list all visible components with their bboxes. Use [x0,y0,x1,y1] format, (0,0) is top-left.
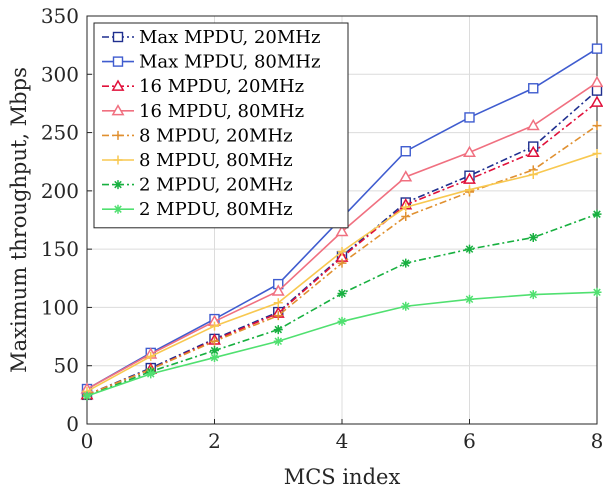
data-point [528,232,538,242]
data-point [591,43,603,54]
legend-marker [112,56,124,67]
data-point [526,145,540,158]
series [82,209,602,401]
data-point [210,346,219,356]
data-point [146,369,156,379]
data-point [591,85,603,96]
y-tick-label: 250 [41,121,79,145]
legend-item: 16 MPDU, 80MHz [102,101,304,122]
legend-label: 2 MPDU, 20MHz [139,175,293,196]
legend-marker [113,130,123,140]
y-tick-label: 150 [41,237,79,261]
data-point [401,202,411,212]
data-point [337,246,347,256]
data-point [146,351,156,361]
legend-item: 8 MPDU, 80MHz [102,150,293,171]
x-tick-label: 4 [336,429,349,453]
legend-item: Max MPDU, 20MHz [102,27,321,48]
data-point [465,185,474,195]
data-point [400,146,411,157]
x-axis-label: MCS index [284,465,401,489]
legend-label: 16 MPDU, 20MHz [139,76,304,97]
legend-item: Max MPDU, 80MHz [102,52,321,73]
series [82,149,602,396]
data-point [337,316,347,326]
legend-label: Max MPDU, 80MHz [139,52,321,73]
data-point [401,212,411,222]
legend-item: 16 MPDU, 20MHz [102,76,304,97]
series-lines [80,43,603,401]
legend-label: 8 MPDU, 80MHz [139,150,293,171]
data-point [273,336,283,346]
data-point [592,287,602,297]
legend-marker [113,180,123,190]
series-line [86,90,598,396]
legend-item: 2 MPDU, 20MHz [102,175,293,196]
series [82,287,602,401]
y-tick-label: 50 [54,354,79,378]
data-point [82,391,92,401]
data-point [273,311,283,321]
data-point [210,336,219,346]
legend-box [93,22,349,229]
data-point [210,321,219,331]
y-tick-label: 350 [41,4,79,28]
legend-item: 2 MPDU, 80MHz [102,199,293,220]
data-point [592,121,602,131]
x-tick-label: 0 [81,429,94,453]
data-point [590,95,603,107]
x-tick-label: 2 [208,429,221,453]
y-axis-label: Maximum throughput, Mbps [7,67,31,373]
data-point [463,172,476,184]
data-point [271,284,285,296]
data-point [401,301,411,311]
legend-marker [111,104,125,116]
data-point [592,209,602,219]
axis-ticks: 0 2 4 6 8 0 50 100 150 200 250 300 350 [41,4,603,453]
data-point [592,149,602,159]
data-point [590,75,603,88]
data-point [210,353,219,363]
data-point [465,294,474,304]
legend-marker [111,79,125,91]
data-point [465,244,474,254]
x-tick-label: 8 [591,429,603,453]
data-point [401,258,411,268]
data-point [528,83,539,94]
legend: Max MPDU, 20MHz Max MPDU, 80MHz 16 MPDU, 2… [93,22,349,229]
data-point [528,290,538,300]
data-point [337,258,347,268]
legend-marker [113,204,123,214]
x-tick-label: 6 [463,429,476,453]
legend-label: Max MPDU, 20MHz [139,27,321,48]
legend-marker [113,155,123,165]
data-point [399,170,413,182]
legend-label: 8 MPDU, 20MHz [139,125,293,146]
y-tick-label: 300 [41,62,79,86]
data-point [335,224,349,237]
data-point [526,118,540,131]
legend-label: 2 MPDU, 80MHz [139,199,293,220]
legend-label: 16 MPDU, 80MHz [139,101,304,122]
y-tick-label: 100 [41,295,79,319]
data-point [273,298,283,308]
data-point [337,288,347,298]
y-tick-label: 200 [41,179,79,203]
data-point [273,325,283,335]
legend-item: 8 MPDU, 20MHz [102,125,293,146]
data-point [464,112,475,123]
data-point [528,170,538,180]
data-point [463,145,476,158]
y-tick-label: 0 [66,412,79,436]
legend-marker [112,31,124,43]
